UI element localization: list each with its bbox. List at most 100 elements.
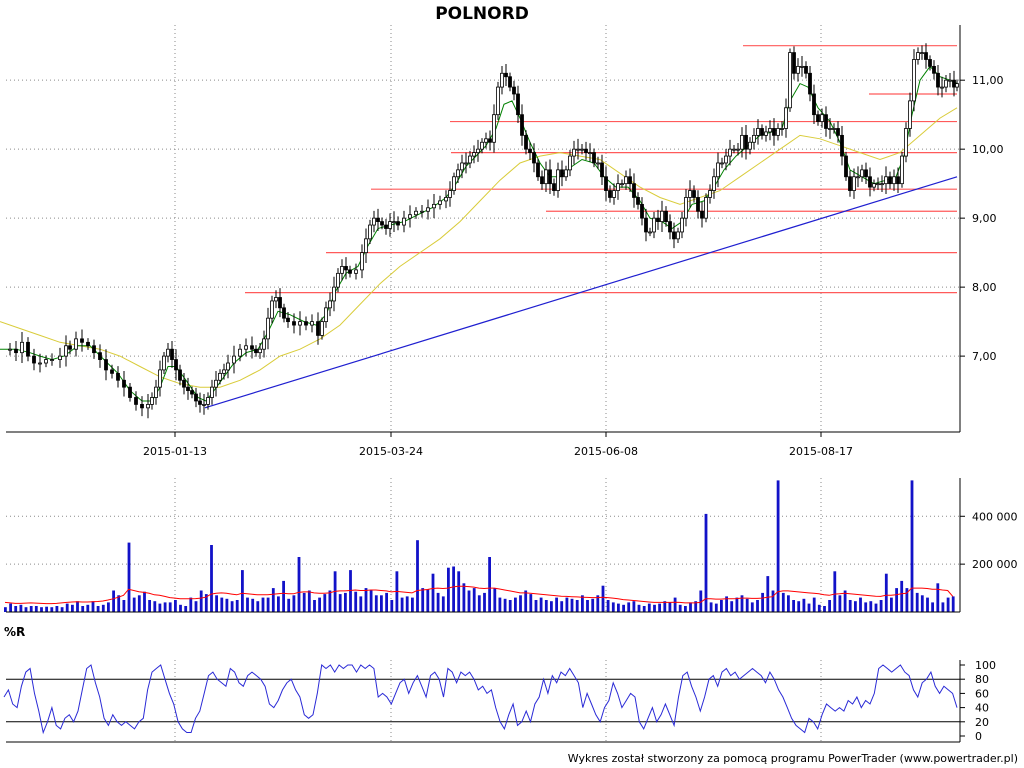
volume-bar [55,606,59,612]
candle-body [14,348,18,354]
candle-body [438,200,442,205]
candle-body [158,369,162,388]
candle-body [368,224,372,240]
candle-172 [776,123,780,141]
candle-177 [796,58,800,82]
volume-bar [689,602,692,612]
volume-bar [771,590,775,612]
candle-29 [166,343,170,363]
volume-bar [96,606,100,612]
candle-body [332,286,336,302]
volume-bar [534,600,538,612]
volume-bar [524,590,528,612]
candle-body [116,372,120,381]
candle-body [278,297,282,309]
volume-bar [823,606,826,612]
volume-bar [750,602,754,612]
candle-19 [116,366,120,388]
candle-body [198,400,202,405]
volume-bar [385,592,388,612]
candle-105 [508,72,512,92]
candle-43 [222,363,226,380]
candle-194 [864,162,868,185]
price-xtick-label: 2015-06-08 [574,445,638,458]
candle-98 [480,138,484,154]
candle-104 [504,63,508,87]
volume-bar [539,597,543,612]
volume-bar [895,588,898,612]
volume-bar [642,606,646,612]
candle-31 [174,349,178,381]
candle-body [848,176,852,191]
volume-bar [756,600,759,612]
candle-body [788,52,792,109]
candle-body [104,359,108,371]
volume-bar [148,600,151,612]
volume-bar [761,592,764,612]
candle-body [548,169,552,185]
volume-bar [225,598,229,612]
candle-body [616,183,620,191]
volume-bar [338,594,342,612]
candle-44 [226,354,230,379]
candle-168 [760,124,764,140]
candle-body [254,348,258,354]
candle-body [836,128,840,136]
candle-41 [214,370,218,397]
candle-body [360,252,364,271]
candle-144 [664,206,668,227]
candle-body [380,221,384,226]
volume-bar [792,600,795,612]
candle-72 [360,244,364,279]
williams-r-ytick-label: 40 [975,702,989,715]
candle-130 [608,185,612,203]
price-xtick-label: 2015-03-24 [359,445,423,458]
volume-bar [76,601,79,612]
volume-bar [663,601,667,612]
candle-116 [552,178,556,196]
candle-150 [688,180,692,208]
ma-short-line [0,65,958,402]
candle-body [496,86,500,116]
candle-body [222,369,226,374]
volume-bar [462,583,466,612]
candle-body [186,386,190,392]
candle-body [8,348,12,351]
candle-28 [162,351,166,375]
williams-r-ytick-label: 80 [975,673,989,686]
candle-body [676,231,680,240]
candle-69 [344,257,348,280]
volume-bar [544,600,548,612]
price-candles [8,43,959,419]
price-panel: 7,00 8,00 9,00 10,00 11,00 2015-01-13 2015-03… [0,25,1004,458]
volume-bar [374,595,378,613]
candle-body [210,386,214,398]
candle-16 [98,344,102,368]
volume-bar [519,595,522,613]
candle-79 [388,213,392,237]
candle-3 [20,331,24,364]
candle-body [804,65,808,74]
candle-97 [476,139,480,162]
volume-bar [611,602,615,612]
volume-bars [4,480,955,613]
volume-bar [241,570,244,612]
volume-bar [514,597,517,612]
volume-bar [230,601,234,612]
volume-bar [210,545,213,612]
candle-184 [824,106,828,137]
candle-197 [876,177,880,190]
williams-r-line [3,664,958,735]
candle-body [780,128,784,130]
candle-body [232,355,236,364]
candle-169 [764,125,768,142]
candle-58 [292,313,296,334]
candle-139 [644,208,648,242]
candle-body [588,152,592,155]
volume-bar [349,570,352,612]
candle-90 [448,181,452,207]
volume-bar [936,583,940,612]
volume-bar [704,513,708,612]
candle-body [796,65,800,74]
